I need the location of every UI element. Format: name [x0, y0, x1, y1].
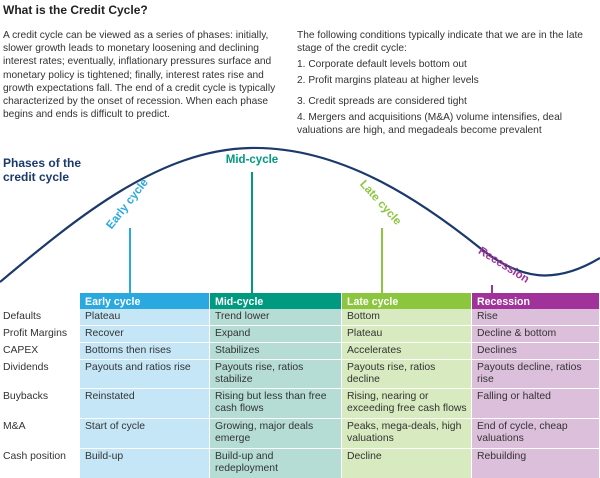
table-cell: Rise — [472, 309, 599, 325]
row-label: Defaults — [0, 309, 80, 325]
table-cell: Growing, major deals emerge — [210, 419, 341, 448]
table-cell: Rising, nearing or exceeding free cash f… — [342, 389, 471, 418]
condition-item: 4. Mergers and acquisitions (M&A) volume… — [297, 112, 562, 137]
column-header: Recession — [472, 293, 599, 309]
row-label: Dividends — [0, 360, 80, 388]
row-label: Buybacks — [0, 389, 80, 418]
table-cell: Payouts rise, ratios decline — [342, 360, 471, 388]
table-cell: Rising but less than free cash flows — [210, 389, 341, 418]
table-cell: Accelerates — [342, 343, 471, 359]
table-cell: End of cycle, cheap valuations — [472, 419, 599, 448]
condition-item: 3. Credit spreads are considered tight — [297, 96, 467, 107]
table-cell: Rebuilding — [472, 449, 599, 478]
title: What is the Credit Cycle? — [3, 3, 148, 17]
table-cell: Falling or halted — [472, 389, 599, 418]
table-cell: Plateau — [342, 326, 471, 342]
table-cell: Bottoms then rises — [80, 343, 209, 359]
table-cell: Bottom — [342, 309, 471, 325]
phase-label: Recession — [476, 245, 531, 286]
table-cell: Reinstated — [80, 389, 209, 418]
cycle-curve — [0, 146, 600, 283]
table-cell: Start of cycle — [80, 419, 209, 448]
table-cell: Decline & bottom — [472, 326, 599, 342]
table-cell: Payouts decline, ratios rise — [472, 360, 599, 388]
table-cell: Build-up — [80, 449, 209, 478]
conditions-intro: The following conditions typically indic… — [297, 30, 583, 55]
phase-label: Early cycle — [104, 177, 150, 232]
table-cell: Declines — [472, 343, 599, 359]
row-label: M&A — [0, 419, 80, 448]
table-cell: Trend lower — [210, 309, 341, 325]
intro-text: A credit cycle can be viewed as a series… — [3, 30, 276, 121]
condition-item: 2. Profit margins plateau at higher leve… — [297, 75, 479, 86]
table-cell: Decline — [342, 449, 471, 478]
table-cell: Recover — [80, 326, 209, 342]
table-cell: Build-up and redeployment — [210, 449, 341, 478]
phase-label: Mid-cycle — [226, 154, 278, 166]
row-label: Cash position — [0, 449, 80, 477]
table-cell: Expand — [210, 326, 341, 342]
table-cell: Peaks, mega-deals, high valuations — [342, 419, 471, 448]
row-label: CAPEX — [0, 343, 80, 359]
phase-label: Late cycle — [357, 178, 403, 227]
column-header: Early cycle — [80, 293, 209, 309]
table-cell: Payouts and ratios rise — [80, 360, 209, 388]
diagram-title: Phases of the credit cycle — [3, 156, 82, 184]
column-header: Mid-cycle — [210, 293, 341, 309]
row-label: Profit Margins — [0, 326, 80, 342]
condition-item: 1. Corporate default levels bottom out — [297, 59, 467, 70]
column-header: Late cycle — [342, 293, 471, 309]
table-cell: Payouts rise, ratios stabilize — [210, 360, 341, 388]
table-cell: Stabilizes — [210, 343, 341, 359]
table-cell: Plateau — [80, 309, 209, 325]
